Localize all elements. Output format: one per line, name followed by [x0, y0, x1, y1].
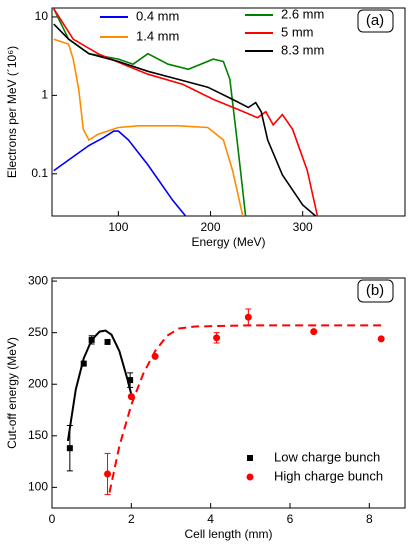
y-tick-label: 250	[28, 325, 48, 339]
legend-label: 1.4 mm	[136, 28, 179, 43]
y-axis-title: Cut-off energy (MeV)	[5, 337, 19, 449]
plot-frame	[51, 277, 406, 509]
data-point	[80, 360, 87, 367]
x-tick-label: 100	[108, 220, 128, 234]
data-point	[244, 313, 252, 321]
series-line	[53, 38, 244, 216]
plot-area	[66, 324, 382, 493]
series-line	[53, 130, 187, 216]
panel-label: (a)	[366, 12, 384, 29]
data-point	[104, 470, 112, 478]
panel-label-box	[357, 279, 394, 303]
y-tick-label: 300	[28, 273, 48, 287]
panel-label-box	[357, 9, 394, 33]
plot-frame	[51, 7, 406, 217]
series-line	[53, 23, 317, 216]
y-tick-label: 150	[28, 428, 48, 442]
legend-marker	[246, 473, 254, 481]
x-tick-label: 300	[293, 220, 313, 234]
y-tick-label: 1	[41, 88, 48, 102]
data-point	[310, 328, 318, 336]
y-tick-label: 100	[28, 480, 48, 494]
y-tick-label: 200	[28, 376, 48, 390]
legend-label: 8.3 mm	[281, 42, 324, 57]
legend-label: 0.4 mm	[136, 8, 179, 23]
fit-curve	[108, 324, 382, 493]
data-point	[127, 377, 134, 384]
x-axis-title: Energy (MeV)	[191, 235, 265, 249]
panel-label: (b)	[366, 282, 384, 299]
legend-label: Low charge bunch	[274, 449, 380, 464]
data-point	[151, 352, 159, 360]
plot-area	[53, 8, 319, 216]
data-point	[377, 335, 385, 343]
x-tick-label: 4	[207, 512, 214, 526]
data-point	[213, 334, 221, 342]
x-tick-label: 2	[128, 512, 135, 526]
x-tick-label: 6	[287, 512, 294, 526]
data-point	[104, 338, 111, 345]
x-tick-label: 8	[366, 512, 373, 526]
x-axis-title: Cell length (mm)	[184, 527, 272, 541]
y-tick-label: 10	[35, 9, 49, 23]
x-tick-label: 0	[49, 512, 56, 526]
data-point	[127, 393, 135, 401]
y-axis-title: Electrons per MeV (´10⁶)	[5, 46, 19, 178]
x-tick-label: 200	[201, 220, 221, 234]
fit-curve	[66, 329, 133, 442]
y-tick-label: 0.1	[31, 166, 48, 180]
data-point	[66, 445, 73, 452]
legend-label: 2.6 mm	[281, 6, 324, 21]
legend-label: High charge bunch	[274, 468, 383, 483]
data-point	[88, 336, 95, 343]
legend-label: 5 mm	[281, 24, 314, 39]
series-line	[53, 8, 319, 216]
legend-marker	[247, 455, 253, 461]
